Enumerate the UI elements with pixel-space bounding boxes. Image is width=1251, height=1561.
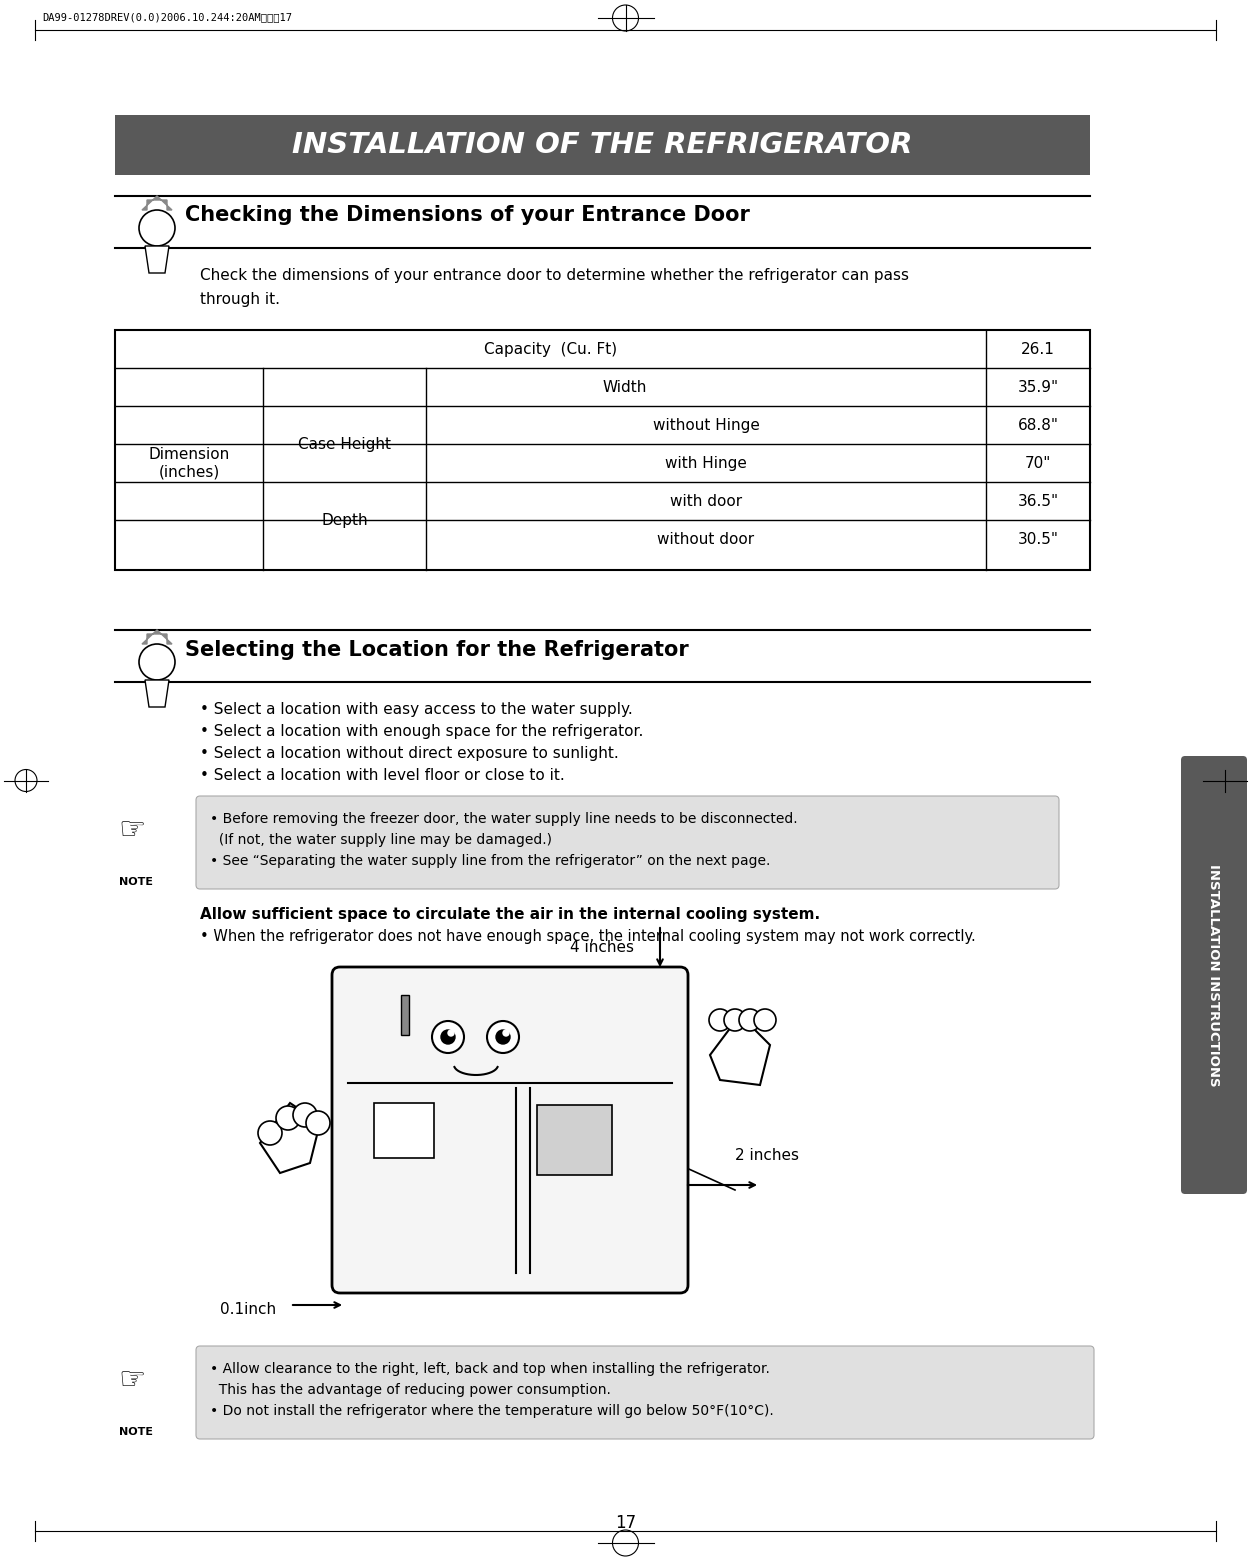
- Text: Capacity  (Cu. Ft): Capacity (Cu. Ft): [484, 342, 617, 356]
- Circle shape: [293, 1104, 317, 1127]
- Text: • Select a location with level floor or close to it.: • Select a location with level floor or …: [200, 768, 564, 784]
- Polygon shape: [145, 681, 169, 707]
- Circle shape: [448, 1030, 454, 1037]
- Text: INSTALLATION INSTRUCTIONS: INSTALLATION INSTRUCTIONS: [1207, 863, 1221, 1086]
- Bar: [402, 994, 409, 1035]
- Text: • When the refrigerator does not have enough space, the internal cooling system : • When the refrigerator does not have en…: [200, 929, 976, 944]
- Text: 70": 70": [1025, 456, 1051, 470]
- Circle shape: [487, 1021, 519, 1054]
- Text: Width: Width: [602, 379, 647, 395]
- Polygon shape: [143, 197, 171, 211]
- Text: • See “Separating the water supply line from the refrigerator” on the next page.: • See “Separating the water supply line …: [210, 854, 771, 868]
- Text: 68.8": 68.8": [1017, 417, 1058, 432]
- Text: This has the advantage of reducing power consumption.: This has the advantage of reducing power…: [210, 1383, 610, 1397]
- FancyBboxPatch shape: [196, 1346, 1095, 1439]
- FancyBboxPatch shape: [1181, 756, 1247, 1194]
- Text: through it.: through it.: [200, 292, 280, 308]
- Circle shape: [709, 1008, 731, 1030]
- Circle shape: [503, 1030, 509, 1037]
- Circle shape: [495, 1030, 510, 1044]
- Text: • Select a location with easy access to the water supply.: • Select a location with easy access to …: [200, 702, 633, 716]
- Text: 30.5": 30.5": [1017, 531, 1058, 546]
- Text: (If not, the water supply line may be damaged.): (If not, the water supply line may be da…: [210, 834, 552, 848]
- Text: • Do not install the refrigerator where the temperature will go below 50°F(10°C): • Do not install the refrigerator where …: [210, 1403, 774, 1417]
- Text: without Hinge: without Hinge: [653, 417, 759, 432]
- Circle shape: [139, 211, 175, 247]
- Circle shape: [724, 1008, 746, 1030]
- Text: 0.1inch: 0.1inch: [220, 1302, 276, 1316]
- Text: NOTE: NOTE: [119, 877, 153, 887]
- Text: Selecting the Location for the Refrigerator: Selecting the Location for the Refrigera…: [185, 640, 689, 660]
- Circle shape: [306, 1111, 330, 1135]
- Text: Depth: Depth: [322, 512, 368, 528]
- Text: Case Height: Case Height: [298, 437, 392, 451]
- Circle shape: [442, 1030, 455, 1044]
- Circle shape: [258, 1121, 281, 1146]
- Polygon shape: [145, 247, 169, 273]
- Circle shape: [754, 1008, 776, 1030]
- Circle shape: [739, 1008, 761, 1030]
- FancyBboxPatch shape: [332, 966, 688, 1293]
- Polygon shape: [143, 631, 171, 645]
- Text: DA99-01278DREV(0.0)2006.10.244:20AM페이직17: DA99-01278DREV(0.0)2006.10.244:20AM페이직17: [43, 12, 291, 22]
- Text: 36.5": 36.5": [1017, 493, 1058, 509]
- Text: INSTALLATION OF THE REFRIGERATOR: INSTALLATION OF THE REFRIGERATOR: [293, 131, 913, 159]
- Text: with Hinge: with Hinge: [666, 456, 747, 470]
- Text: • Select a location with enough space for the refrigerator.: • Select a location with enough space fo…: [200, 724, 643, 738]
- Bar: [115, 116, 1090, 175]
- Text: • Allow clearance to the right, left, back and top when installing the refrigera: • Allow clearance to the right, left, ba…: [210, 1363, 769, 1375]
- Text: • Select a location without direct exposure to sunlight.: • Select a location without direct expos…: [200, 746, 619, 762]
- Text: ☞: ☞: [118, 816, 145, 845]
- Text: with door: with door: [671, 493, 742, 509]
- Text: • Before removing the freezer door, the water supply line needs to be disconnect: • Before removing the freezer door, the …: [210, 812, 798, 826]
- Text: 2 inches: 2 inches: [736, 1147, 799, 1163]
- Bar: [374, 1104, 434, 1158]
- Circle shape: [276, 1107, 300, 1130]
- Text: Allow sufficient space to circulate the air in the internal cooling system.: Allow sufficient space to circulate the …: [200, 907, 821, 923]
- Text: 17: 17: [615, 1514, 636, 1531]
- FancyBboxPatch shape: [196, 796, 1060, 890]
- Polygon shape: [711, 1015, 771, 1085]
- Circle shape: [139, 645, 175, 681]
- Text: Dimension
(inches): Dimension (inches): [149, 446, 230, 479]
- Text: Check the dimensions of your entrance door to determine whether the refrigerator: Check the dimensions of your entrance do…: [200, 268, 909, 283]
- Text: 26.1: 26.1: [1021, 342, 1055, 356]
- Text: without door: without door: [658, 531, 754, 546]
- Circle shape: [432, 1021, 464, 1054]
- Bar: [537, 1105, 612, 1175]
- Text: 35.9": 35.9": [1017, 379, 1058, 395]
- Bar: [115, 329, 1090, 570]
- Polygon shape: [260, 1104, 320, 1172]
- Text: 4 inches: 4 inches: [570, 940, 634, 954]
- Text: NOTE: NOTE: [119, 1427, 153, 1438]
- Text: ☞: ☞: [118, 1366, 145, 1396]
- Text: Checking the Dimensions of your Entrance Door: Checking the Dimensions of your Entrance…: [185, 204, 749, 225]
